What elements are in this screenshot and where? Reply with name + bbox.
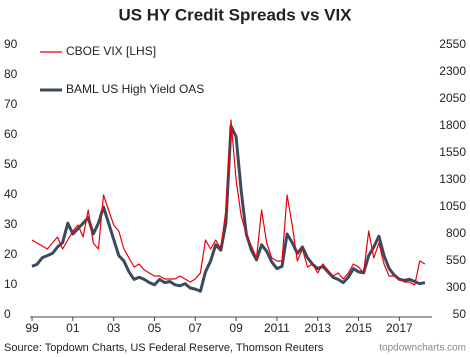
y-tick-label: 80 — [4, 67, 18, 81]
y-tick-label: 90 — [4, 37, 18, 51]
y2-tick-label: 50 — [453, 307, 467, 321]
chart-title: US HY Credit Spreads vs VIX — [118, 5, 352, 24]
x-tick-label: 2011 — [264, 321, 290, 335]
x-tick-label: 07 — [189, 321, 203, 335]
y-tick-label: 10 — [4, 277, 18, 291]
x-tick-label: 2015 — [345, 321, 372, 335]
y-tick-label: 70 — [4, 97, 18, 111]
y2-tick-label: 1800 — [439, 118, 466, 132]
y2-tick-label: 300 — [446, 280, 466, 294]
legend-label: BAML US High Yield OAS — [66, 82, 204, 96]
y-tick-label: 40 — [4, 187, 18, 201]
watermark: topdowncharts.com — [379, 343, 466, 354]
x-tick-label: 03 — [107, 321, 121, 335]
y-tick-label: 30 — [4, 217, 18, 231]
y2-tick-label: 1050 — [439, 199, 466, 213]
y-tick-label: 50 — [4, 157, 18, 171]
x-tick-label: 01 — [66, 321, 80, 335]
y2-tick-label: 1550 — [439, 145, 466, 159]
y2-tick-label: 550 — [446, 253, 466, 267]
series-line — [31, 119, 426, 286]
y2-tick-label: 2550 — [439, 37, 466, 51]
series-line — [31, 124, 426, 293]
legend-label: CBOE VIX [LHS] — [66, 44, 156, 58]
x-tick-label: 2017 — [386, 321, 413, 335]
y-tick-label: 20 — [4, 247, 18, 261]
x-tick-label: 09 — [229, 321, 243, 335]
y2-tick-label: 1300 — [439, 172, 466, 186]
x-tick-label: 2013 — [304, 321, 331, 335]
y2-tick-label: 2050 — [439, 91, 466, 105]
source: Source: Topdown Charts, US Federal Reser… — [4, 342, 324, 354]
y-tick-label: 0 — [4, 307, 11, 321]
y2-tick-label: 2300 — [439, 64, 466, 78]
y-tick-label: 60 — [4, 127, 18, 141]
y2-tick-label: 800 — [446, 226, 466, 240]
x-tick-label: 05 — [148, 321, 162, 335]
x-tick-label: 99 — [25, 321, 39, 335]
